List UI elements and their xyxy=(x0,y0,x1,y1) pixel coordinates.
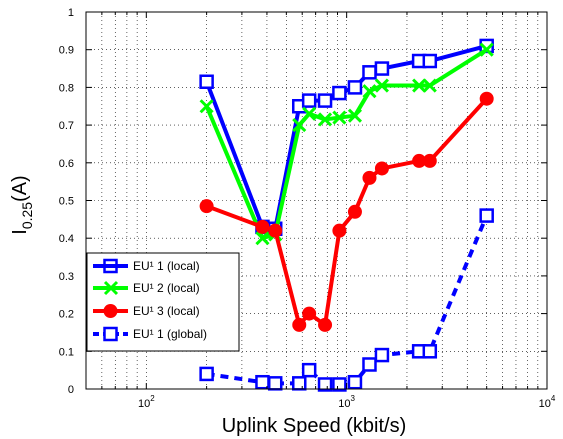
data-point-circle xyxy=(374,161,389,176)
data-point-circle xyxy=(199,199,214,214)
data-point-x xyxy=(199,99,214,114)
data-point-square xyxy=(332,85,347,101)
y-tick-label: 0 xyxy=(68,384,74,396)
data-point-x xyxy=(302,106,317,121)
data-point-x xyxy=(362,84,377,99)
legend-marker-square-icon xyxy=(103,326,118,342)
series-2 xyxy=(199,91,494,332)
data-point-square xyxy=(362,357,377,372)
data-point-square xyxy=(422,344,438,359)
legend-entry-eu2-local: EU¹ 2 (local) xyxy=(93,280,200,296)
y-axis-title-sub: 0.25 xyxy=(19,202,35,229)
x-tick-label: 102 xyxy=(138,394,155,410)
y-tick-label: 0.4 xyxy=(59,233,74,245)
legend-marker-circle-icon xyxy=(103,304,118,318)
data-point-circle xyxy=(412,153,427,168)
data-point-circle xyxy=(347,204,362,219)
data-point-circle xyxy=(268,223,283,238)
data-point-square xyxy=(301,93,317,108)
data-point-x xyxy=(374,78,389,93)
y-tick-label: 0.7 xyxy=(59,120,74,132)
x-tick-label-base: 10 xyxy=(338,398,350,410)
data-point-square xyxy=(374,61,390,76)
legend-label-eu2-local: EU¹ 2 (local) xyxy=(133,281,200,295)
y-tick-label: 0.2 xyxy=(59,309,74,321)
data-point-x xyxy=(292,118,307,133)
legend-label-eu3-local: EU¹ 3 (local) xyxy=(133,304,200,318)
y-tick-label: 0.8 xyxy=(59,82,74,94)
data-point-circle xyxy=(302,306,317,321)
legend-marker-x-icon xyxy=(103,280,119,296)
data-point-circle xyxy=(332,223,347,238)
legend-entry-eu1-local: EU¹ 1 (local) xyxy=(93,258,200,274)
data-point-square xyxy=(292,376,307,391)
y-tick-label: 0.9 xyxy=(59,45,74,57)
data-point-x xyxy=(412,78,427,93)
data-point-square xyxy=(301,362,317,378)
x-tick-label-exponent: 2 xyxy=(150,394,155,403)
series-3 xyxy=(199,208,494,392)
y-axis-title-suffix: (A) xyxy=(9,175,31,202)
data-point-square xyxy=(347,80,363,95)
data-point-square xyxy=(362,65,377,80)
legend-marker-square-icon xyxy=(103,258,118,274)
x-tick-label-exponent: 4 xyxy=(551,394,556,403)
data-point-square xyxy=(317,93,333,108)
data-point-square xyxy=(267,376,283,391)
x-tick-label: 103 xyxy=(338,394,355,410)
data-point-x xyxy=(255,231,270,246)
data-point-square xyxy=(332,377,347,392)
data-point-circle xyxy=(292,317,307,332)
y-tick-label: 0.6 xyxy=(59,158,74,170)
data-point-circle xyxy=(422,153,437,168)
data-point-square xyxy=(199,366,214,382)
y-tick-label: 1 xyxy=(68,7,74,19)
legend-entry-eu1-global: EU¹ 1 (global) xyxy=(93,326,207,342)
x-tick-label-base: 10 xyxy=(539,398,551,410)
data-point-square xyxy=(422,53,438,69)
data-point-square xyxy=(374,347,390,363)
y-tick-label: 0.5 xyxy=(59,196,74,208)
data-point-square xyxy=(317,377,333,392)
data-point-circle xyxy=(318,317,333,332)
data-point-x xyxy=(479,42,494,57)
legend: EU¹ 1 (local) EU¹ 2 (local) EU¹ 3 (local… xyxy=(86,252,240,352)
svg-text:I0.25(A): I0.25(A) xyxy=(9,175,35,234)
data-point-x xyxy=(317,112,333,127)
legend-label-eu1-local: EU¹ 1 (local) xyxy=(133,259,200,273)
series-layer xyxy=(199,38,494,392)
data-point-circle xyxy=(255,219,270,234)
data-point-circle xyxy=(479,91,494,106)
x-tick-label: 104 xyxy=(539,394,556,410)
legend-label-eu1-global: EU¹ 1 (global) xyxy=(133,327,207,341)
x-axis-title: Uplink Speed (kbit/s) xyxy=(222,415,407,437)
y-axis-title-main: I xyxy=(9,229,31,235)
data-point-square xyxy=(199,74,214,89)
y-tick-label: 0.1 xyxy=(59,346,74,358)
data-point-x xyxy=(422,78,437,93)
y-axis-title: I0.25(A) xyxy=(9,175,35,234)
data-point-square xyxy=(347,374,363,390)
data-point-x xyxy=(332,110,347,125)
legend-entry-eu3-local: EU¹ 3 (local) xyxy=(93,304,200,318)
data-point-square xyxy=(479,208,494,223)
data-point-circle xyxy=(362,170,377,185)
y-tick-label: 0.3 xyxy=(59,271,74,283)
data-point-x xyxy=(347,108,363,123)
x-tick-label-base: 10 xyxy=(138,398,150,410)
x-tick-label-exponent: 3 xyxy=(351,394,356,403)
